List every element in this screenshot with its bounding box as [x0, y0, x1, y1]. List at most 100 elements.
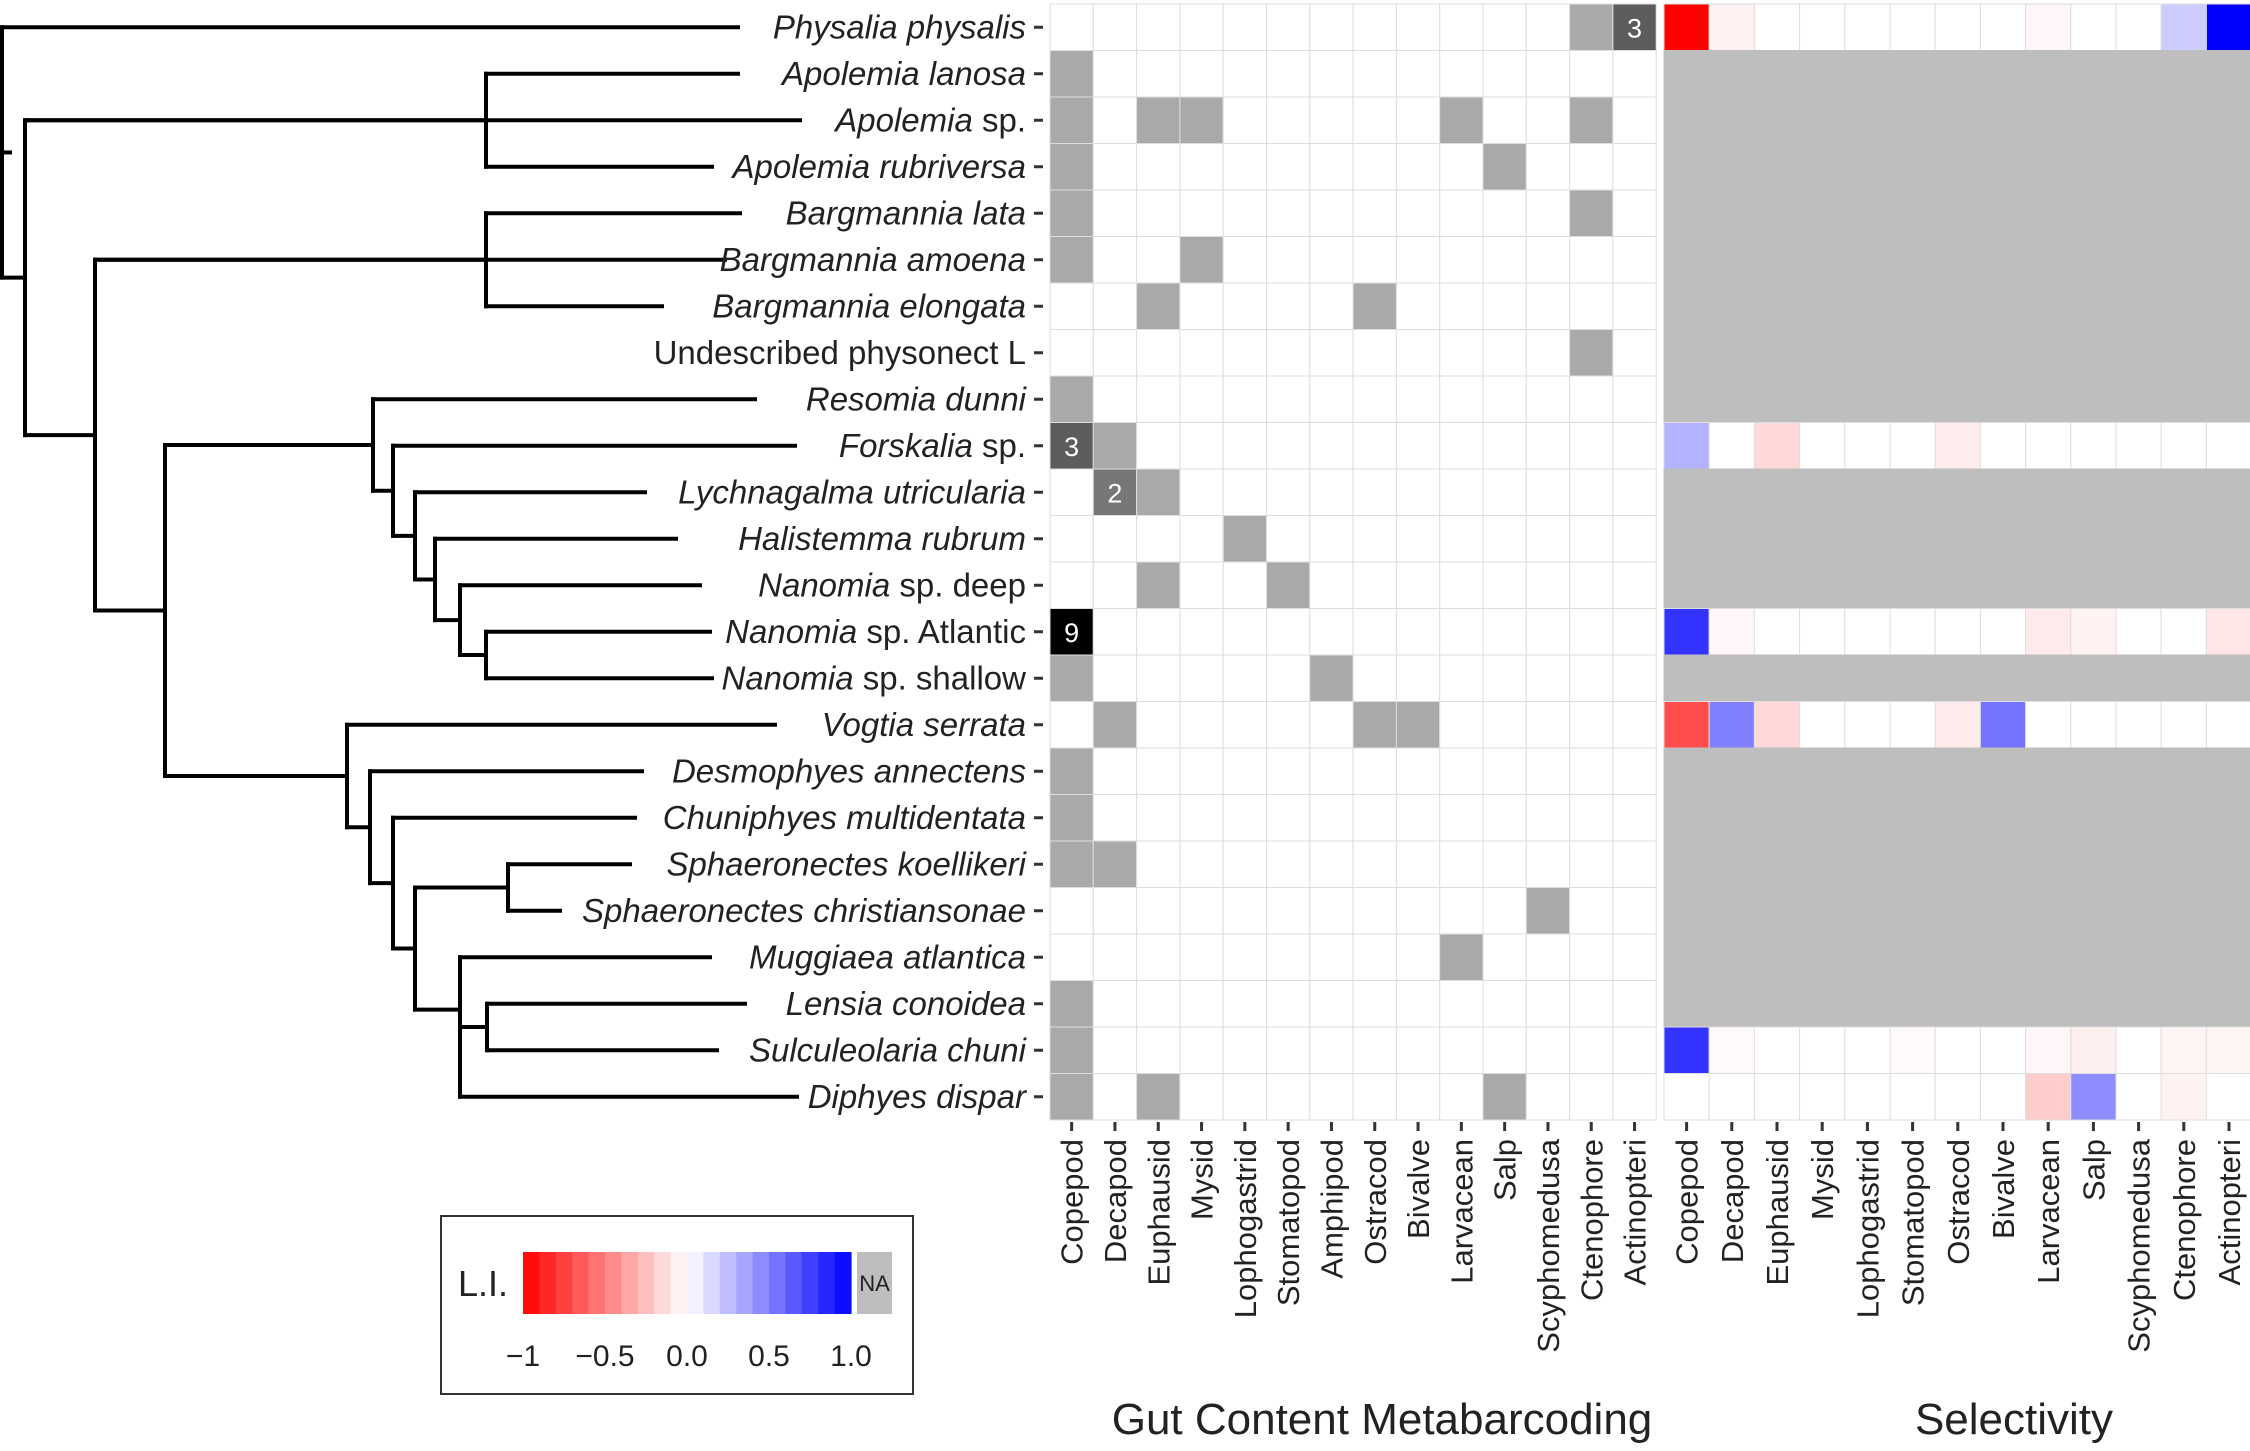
gut-cell	[1482, 933, 1527, 981]
gut-cell	[1092, 1026, 1138, 1074]
selectivity-na-row	[1663, 375, 2250, 423]
selectivity-cell	[2070, 701, 2117, 749]
gut-cell	[1179, 887, 1224, 935]
species-label: Vogtia serrata	[822, 706, 1026, 743]
selectivity-cell	[2205, 1026, 2250, 1074]
gut-cell	[1049, 1026, 1094, 1074]
gut-cell	[1309, 933, 1354, 981]
legend-color-step	[555, 1252, 573, 1314]
gut-cell	[1439, 887, 1484, 935]
gut-cell	[1136, 329, 1181, 377]
gut-cell	[1136, 143, 1181, 191]
gut-cell	[1525, 515, 1571, 563]
gut-x-axis-label: Actinopteri	[1618, 1139, 1653, 1285]
gut-cell	[1309, 794, 1354, 842]
selectivity-x-axis-label: Salp	[2076, 1139, 2111, 1201]
gut-cell	[1569, 1026, 1614, 1074]
selectivity-na-row	[1663, 143, 2250, 191]
gut-cell	[1309, 236, 1354, 284]
gut-cell	[1439, 747, 1484, 795]
gut-cell	[1092, 96, 1138, 144]
gut-cell	[1179, 980, 1224, 1028]
gut-cell	[1092, 468, 1138, 516]
selectivity-cell	[2025, 1026, 2072, 1074]
gut-cell	[1179, 654, 1224, 702]
gut-cell	[1482, 887, 1527, 935]
selectivity-cell	[1663, 422, 1710, 470]
selectivity-na-row	[1663, 468, 2250, 516]
gut-cell	[1136, 375, 1181, 423]
selectivity-cell	[2115, 608, 2162, 656]
species-label: Nanomia sp. shallow	[722, 659, 1027, 696]
gut-cell	[1092, 933, 1138, 981]
gut-cell	[1309, 608, 1354, 656]
gut-cell	[1482, 468, 1527, 516]
selectivity-cell	[1979, 422, 2027, 470]
gut-cell	[1309, 887, 1354, 935]
selectivity-panel-title: Selectivity	[1915, 1395, 2113, 1444]
gut-cell	[1439, 236, 1484, 284]
species-label-plain: Undescribed physonect L	[654, 334, 1026, 371]
gut-cell	[1092, 701, 1138, 749]
gut-cell	[1482, 701, 1527, 749]
gut-cell	[1222, 143, 1267, 191]
species-label-italic: Lensia conoidea	[786, 985, 1026, 1022]
gut-cell	[1049, 654, 1094, 702]
gut-cell	[1569, 1073, 1614, 1121]
gut-cell	[1352, 282, 1397, 330]
gut-cell	[1092, 561, 1138, 609]
gut-cell	[1352, 236, 1397, 284]
selectivity-cell	[1934, 1073, 1981, 1121]
gut-cell	[1525, 1073, 1571, 1121]
species-label-italic: Sphaeronectes christiansonae	[582, 892, 1026, 929]
gut-cell	[1569, 980, 1614, 1028]
selectivity-na-row	[1663, 794, 2250, 842]
gut-cell	[1612, 189, 1657, 237]
gut-cell	[1136, 236, 1181, 284]
gut-x-axis-label: Bivalve	[1401, 1139, 1436, 1239]
gut-cell	[1612, 50, 1657, 98]
gut-cell	[1525, 1026, 1571, 1074]
gut-cell	[1222, 840, 1267, 888]
selectivity-cell	[1753, 3, 1801, 51]
gut-cell	[1352, 654, 1397, 702]
gut-cell	[1136, 933, 1181, 981]
species-label-italic: Nanomia	[725, 613, 857, 650]
gut-cell	[1049, 375, 1094, 423]
gut-cell	[1482, 143, 1527, 191]
selectivity-x-axis-label: Actinopteri	[2212, 1139, 2247, 1285]
gut-cell	[1352, 96, 1397, 144]
gut-cell	[1309, 282, 1354, 330]
gut-cell	[1612, 282, 1657, 330]
gut-cell	[1525, 96, 1571, 144]
gut-cell	[1525, 840, 1571, 888]
gut-cell	[1525, 561, 1571, 609]
selectivity-cell	[2070, 1073, 2117, 1121]
gut-cell	[1569, 329, 1614, 377]
gut-cell	[1136, 282, 1181, 330]
species-label: Sphaeronectes koellikeri	[666, 845, 1027, 882]
gut-cell	[1352, 143, 1397, 191]
gut-cell	[1395, 422, 1441, 470]
gut-cell	[1352, 422, 1397, 470]
gut-cell	[1525, 654, 1571, 702]
selectivity-cell	[2160, 422, 2207, 470]
legend-color-step	[523, 1252, 540, 1314]
gut-cell	[1266, 747, 1311, 795]
gut-cell	[1222, 1026, 1267, 1074]
species-label: Desmophyes annectens	[672, 752, 1026, 789]
gut-cell	[1049, 329, 1094, 377]
gut-cell	[1136, 980, 1181, 1028]
gut-cell	[1179, 422, 1224, 470]
gut-cell	[1266, 840, 1311, 888]
gut-x-axis-label: Larvacean	[1444, 1139, 1479, 1284]
gut-cell	[1266, 794, 1311, 842]
gut-cell	[1222, 422, 1267, 470]
selectivity-cell	[2070, 3, 2117, 51]
selectivity-na-row	[1663, 561, 2250, 609]
gut-cell	[1179, 608, 1224, 656]
selectivity-cell	[1934, 701, 1981, 749]
species-label: Apolemia rubriversa	[731, 148, 1026, 185]
selectivity-cell	[1799, 608, 1846, 656]
gut-cell	[1352, 794, 1397, 842]
